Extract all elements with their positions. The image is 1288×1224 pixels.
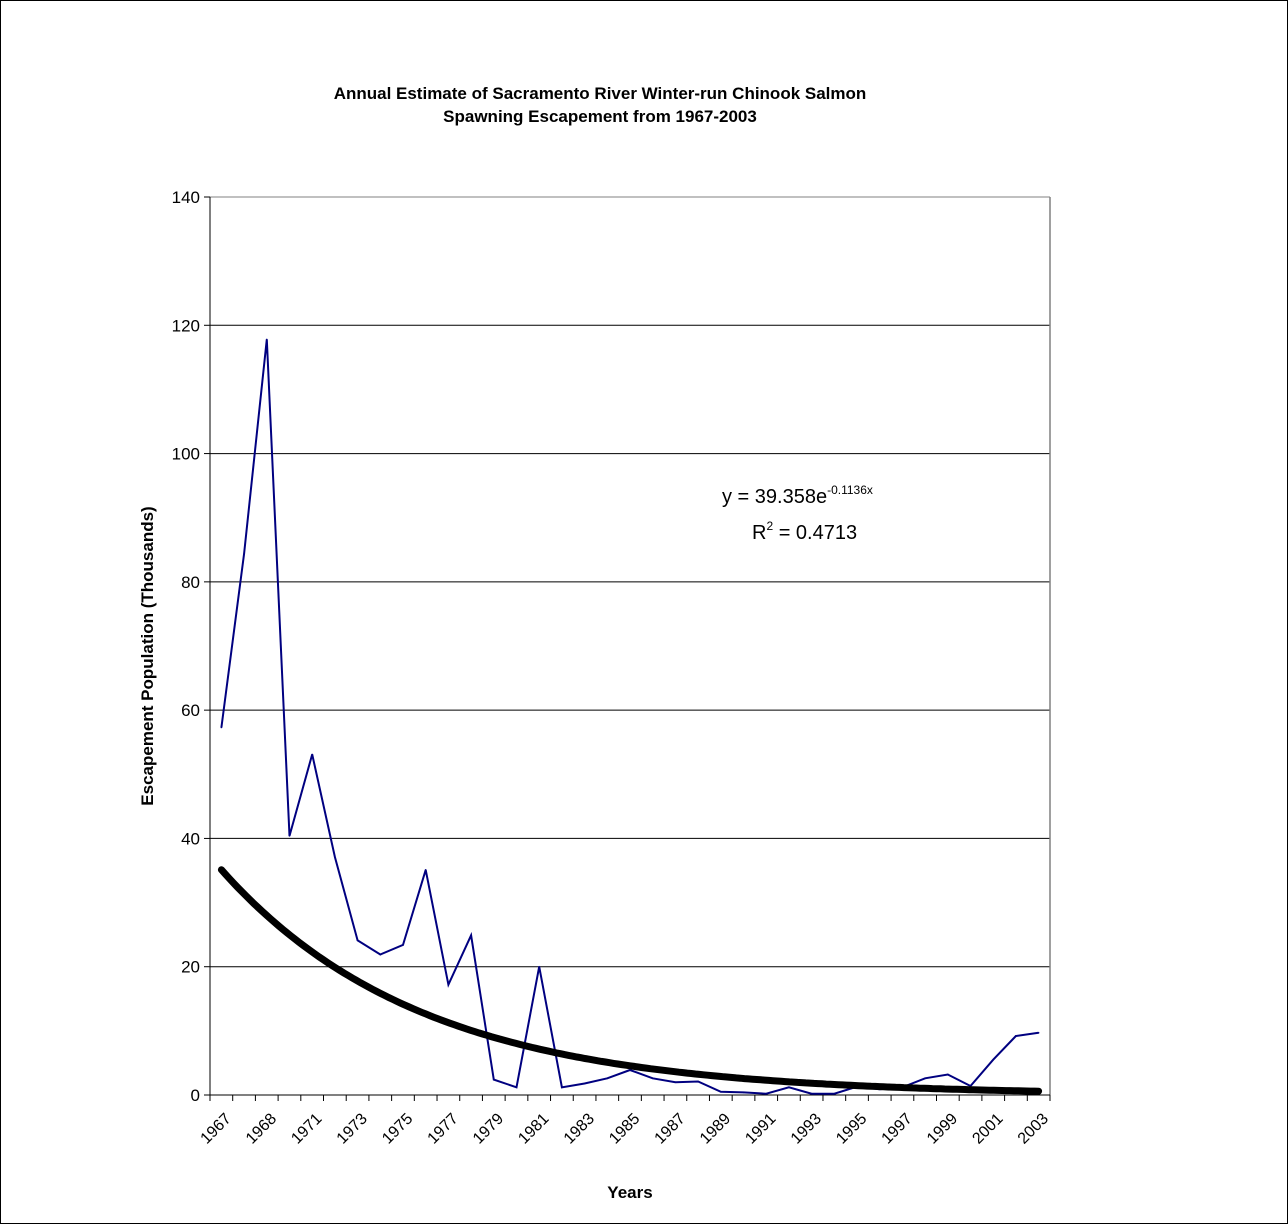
y-tick-label-0: 0 — [191, 1086, 200, 1105]
series-point — [651, 1077, 654, 1080]
x-tick-label-1971: 1971 — [288, 1110, 325, 1147]
x-tick-label-1979: 1979 — [470, 1110, 507, 1147]
x-tick-label-1993: 1993 — [788, 1110, 825, 1147]
series-point — [788, 1086, 790, 1089]
series-point — [810, 1092, 813, 1095]
series-point — [720, 1090, 722, 1093]
r-squared-value: = 0.4713 — [773, 522, 858, 544]
y-tick-label-120: 120 — [172, 316, 200, 335]
series-point — [492, 1078, 495, 1081]
series-point — [674, 1081, 677, 1083]
x-tick-label-1981: 1981 — [515, 1110, 552, 1147]
x-tick-label-1999: 1999 — [924, 1110, 961, 1147]
trendline-equation: y = 39.358e-0.1136x — [722, 483, 873, 509]
series-point — [833, 1092, 836, 1095]
y-tick-label-100: 100 — [172, 445, 200, 464]
series-point — [243, 552, 245, 555]
x-tick-label-1989: 1989 — [697, 1110, 734, 1147]
x-tick-label-1973: 1973 — [334, 1110, 371, 1147]
x-tick-label-1995: 1995 — [833, 1110, 870, 1147]
series-point — [220, 726, 223, 729]
x-tick-label-1987: 1987 — [652, 1110, 689, 1147]
r-squared-prefix: R — [752, 522, 767, 544]
series-point — [265, 338, 268, 341]
series-point — [402, 944, 404, 946]
series-point — [334, 856, 336, 858]
y-tick-label-140: 140 — [172, 188, 200, 207]
series-point — [924, 1077, 926, 1080]
series-point — [379, 953, 382, 956]
series-point — [742, 1091, 745, 1094]
series-point — [447, 983, 450, 986]
x-tick-label-2001: 2001 — [969, 1110, 1006, 1147]
x-tick-label-1997: 1997 — [879, 1110, 916, 1147]
series-point — [424, 869, 427, 871]
series-point — [629, 1069, 631, 1071]
x-tick-label-1983: 1983 — [561, 1110, 598, 1147]
series-point — [765, 1092, 768, 1095]
series-point — [992, 1058, 995, 1061]
series-point — [470, 934, 472, 937]
series-point — [947, 1073, 949, 1076]
x-axis-label: Years — [607, 1183, 653, 1202]
x-tick-label-1967: 1967 — [198, 1110, 235, 1147]
series-point — [1037, 1031, 1040, 1034]
x-tick-label-2003: 2003 — [1015, 1110, 1052, 1147]
series-line — [220, 339, 1039, 1095]
series-point — [356, 939, 359, 942]
y-tick-label-40: 40 — [181, 829, 200, 848]
x-tick-label-1991: 1991 — [742, 1110, 779, 1147]
series-point — [515, 1086, 518, 1089]
series-point — [697, 1080, 699, 1083]
y-axis-label: Escapement Population (Thousands) — [138, 506, 157, 806]
r-squared-sup: 2 — [766, 519, 774, 533]
series-point — [288, 835, 291, 837]
chart-title-line-1: Annual Estimate of Sacramento River Wint… — [333, 84, 867, 103]
x-tick-label-1977: 1977 — [425, 1110, 462, 1147]
series-point — [538, 965, 540, 968]
trendline — [217, 866, 1043, 1095]
y-tick-label-20: 20 — [181, 958, 200, 977]
series-point — [1015, 1035, 1017, 1037]
chart-title-line-2: Spawning Escapement from 1967-2003 — [443, 107, 757, 126]
series-point — [311, 753, 313, 756]
x-tick-label-1975: 1975 — [379, 1110, 416, 1147]
trendline-r-squared: R2 = 0.4713 — [752, 519, 858, 545]
y-tick-label-80: 80 — [181, 573, 200, 592]
series-point — [561, 1086, 563, 1089]
y-tick-label-60: 60 — [181, 701, 200, 720]
series-point — [606, 1077, 609, 1080]
x-tick-label-1985: 1985 — [606, 1110, 643, 1147]
trendline-equation-base: y = 39.358e — [722, 486, 828, 508]
x-tick-label-1968: 1968 — [243, 1110, 280, 1147]
series-point — [583, 1082, 586, 1085]
trendline-equation-exponent: -0.1136x — [827, 483, 873, 497]
